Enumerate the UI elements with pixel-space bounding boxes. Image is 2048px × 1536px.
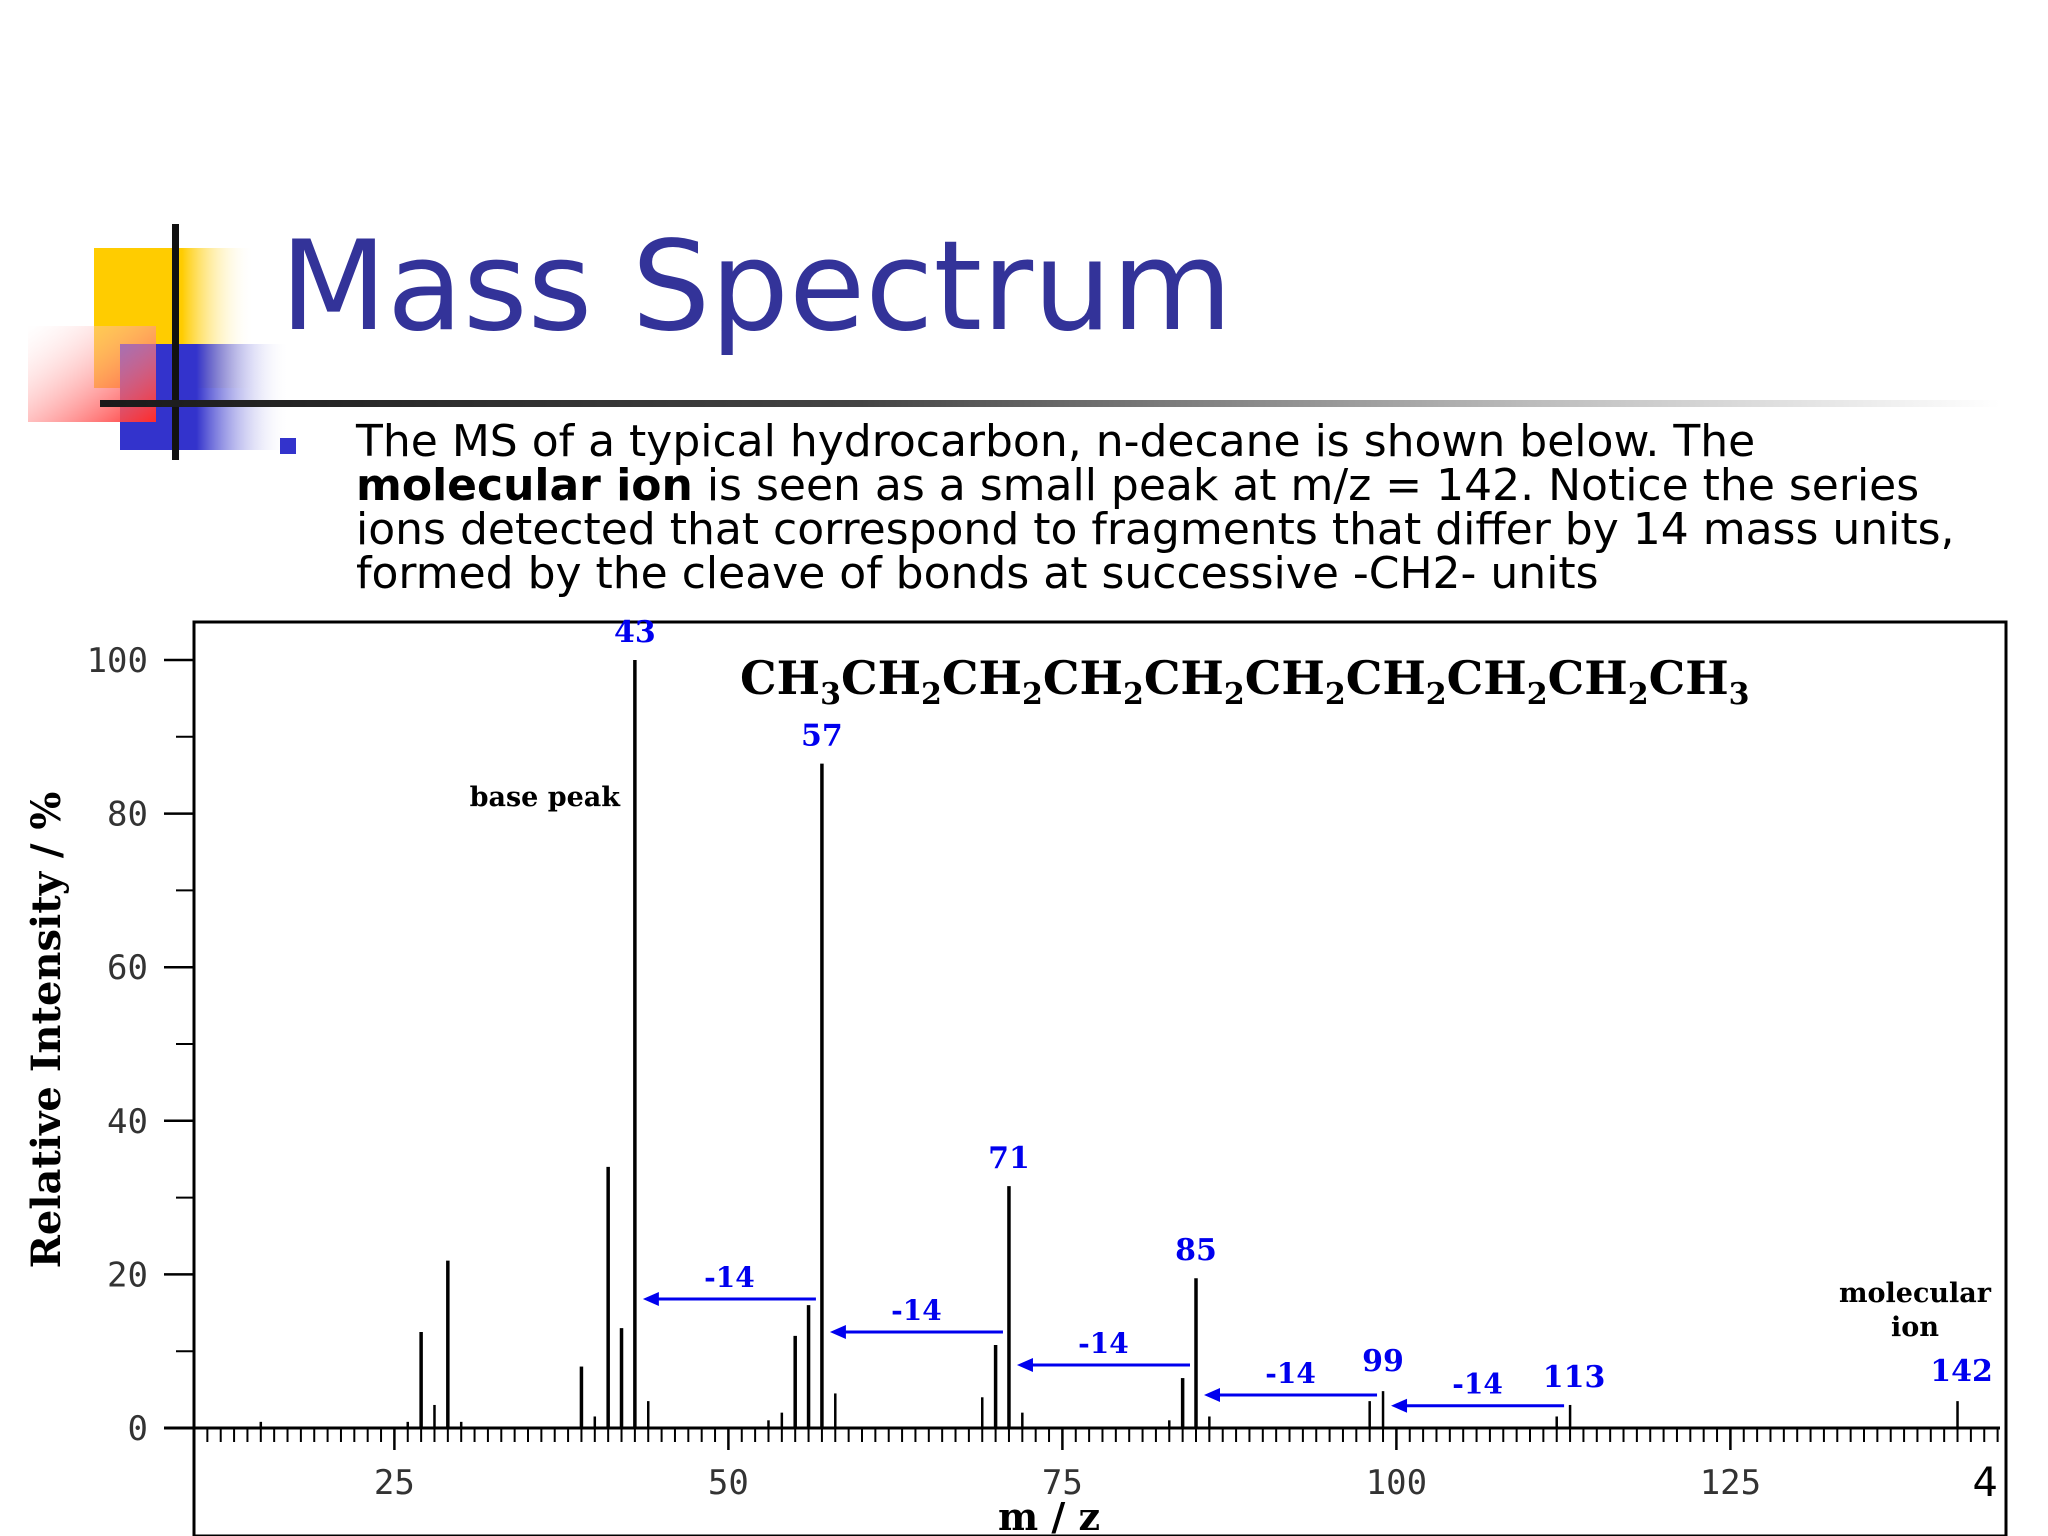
formula-subscript: 2	[1224, 677, 1245, 712]
x-tick-label: 75	[1042, 1463, 1083, 1503]
formula-group: CH	[942, 651, 1022, 705]
formula-group: CH	[1447, 651, 1527, 705]
y-tick-label: 60	[107, 948, 148, 988]
formula-group: CH	[1043, 651, 1123, 705]
shift-arrow-head	[642, 1291, 659, 1306]
y-axis-label: Relative Intensity / %	[23, 792, 70, 1269]
bullet-text-bold: molecular ion	[356, 460, 693, 511]
bullet-marker	[280, 438, 296, 454]
formula-subscript: 2	[1527, 677, 1548, 712]
bullet-text: The MS of a typical hydrocarbon, n-decan…	[356, 420, 1996, 596]
peak-label: 43	[614, 615, 656, 650]
shift-arrow-label: -14	[1078, 1327, 1129, 1360]
molecular-formula: CH3CH2CH2CH2CH2CH2CH2CH2CH2CH3	[740, 651, 1750, 712]
formula-group: CH	[1245, 651, 1325, 705]
base-peak-annotation: base peak	[470, 782, 622, 813]
peak-label: 85	[1175, 1233, 1217, 1268]
x-tick-label: 100	[1366, 1463, 1427, 1503]
peak-label: 99	[1362, 1344, 1404, 1379]
shift-arrow-label: -14	[1452, 1368, 1503, 1401]
x-tick-label: 50	[708, 1463, 749, 1503]
formula-group: CH	[841, 651, 921, 705]
formula-subscript: 2	[1325, 677, 1346, 712]
bullet-text-end: is seen as a small peak at m/z = 142. No…	[356, 460, 1955, 599]
formula-subscript: 2	[1426, 677, 1447, 712]
bullet-text-start: The MS of a typical hydrocarbon, n-decan…	[356, 416, 1756, 467]
shift-arrow-label: -14	[704, 1261, 755, 1294]
y-tick-label: 0	[128, 1409, 148, 1449]
formula-subscript: 3	[1729, 677, 1750, 712]
y-tick-label: 80	[107, 795, 148, 835]
formula-group: CH	[1548, 651, 1628, 705]
formula-group: CH	[1649, 651, 1729, 705]
title-rule	[100, 400, 2000, 407]
y-tick-label: 20	[107, 1255, 148, 1295]
x-tick-label: 25	[374, 1463, 415, 1503]
molecular-ion-annotation: ion	[1891, 1312, 1939, 1343]
y-tick-label: 100	[87, 641, 148, 681]
shift-arrow-label: -14	[891, 1294, 942, 1327]
peak-label: 113	[1543, 1360, 1606, 1395]
formula-subscript: 3	[820, 677, 841, 712]
slide-number: 4	[1972, 1460, 1998, 1506]
vertical-rule	[172, 224, 179, 460]
x-axis-label: m / z	[998, 1494, 1100, 1536]
formula-subscript: 2	[1628, 677, 1649, 712]
formula-subscript: 2	[1123, 677, 1144, 712]
formula-group: CH	[740, 651, 820, 705]
formula-subscript: 2	[921, 677, 942, 712]
molecular-ion-annotation: molecular	[1839, 1278, 1992, 1309]
peak-label: 71	[988, 1141, 1030, 1176]
shift-arrow-head	[1016, 1358, 1033, 1373]
shift-arrow-head	[1204, 1387, 1220, 1402]
formula-group: CH	[1144, 651, 1224, 705]
formula-group: CH	[1346, 651, 1426, 705]
shift-arrow-label: -14	[1265, 1357, 1316, 1390]
peak-label: 142	[1930, 1354, 1993, 1389]
shift-arrow-head	[1391, 1398, 1408, 1413]
formula-subscript: 2	[1022, 677, 1043, 712]
y-tick-label: 40	[107, 1102, 148, 1142]
slide-title: Mass Spectrum	[280, 215, 1233, 359]
corner-decoration	[28, 224, 290, 460]
x-tick-label: 125	[1700, 1463, 1761, 1503]
peak-label: 57	[801, 719, 843, 754]
plot-frame	[192, 620, 2008, 1536]
shift-arrow-head	[829, 1325, 846, 1339]
